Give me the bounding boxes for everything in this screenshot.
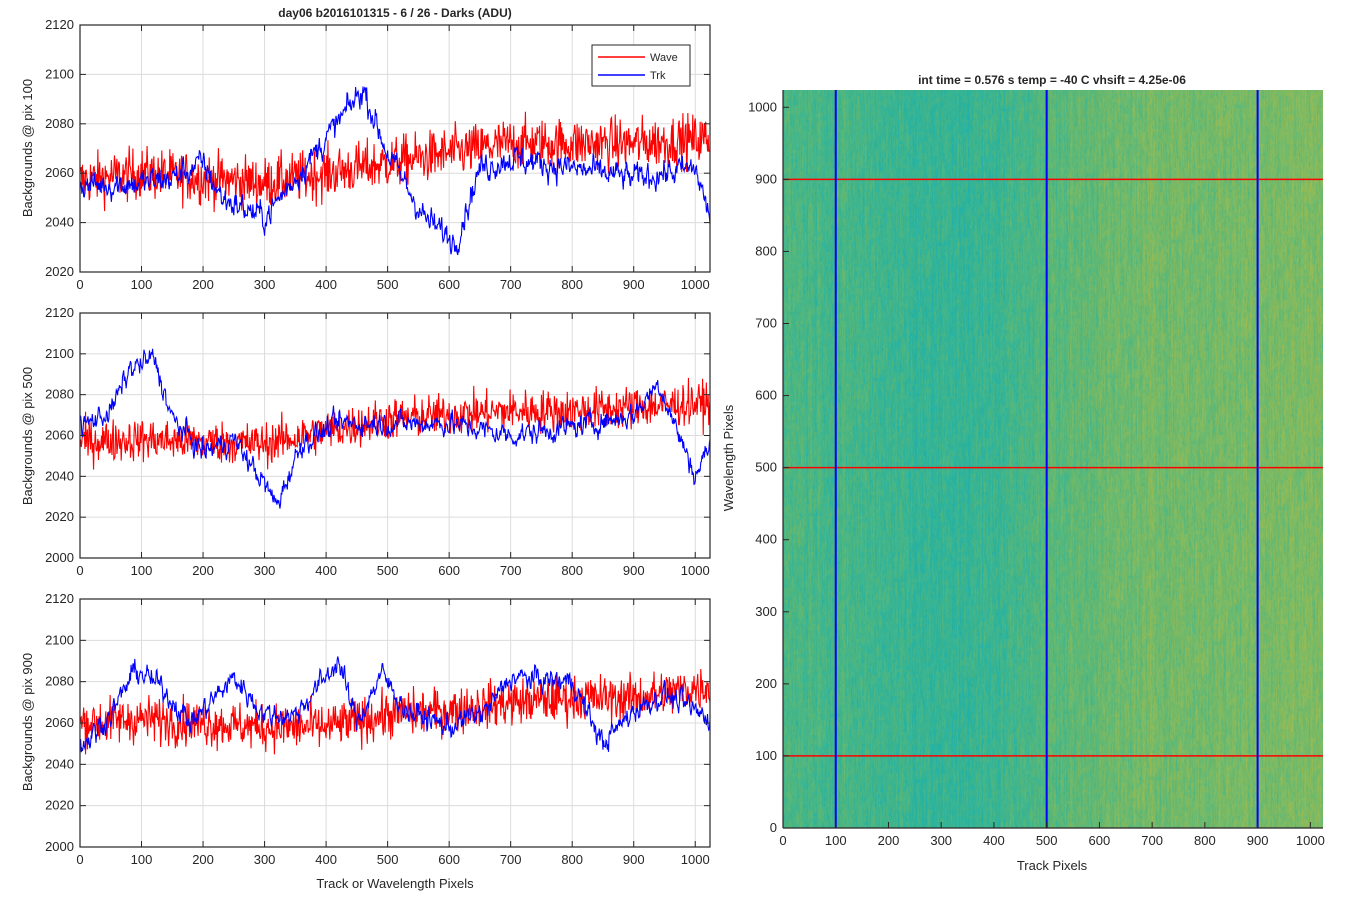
y-tick-label: 2040 xyxy=(45,756,74,771)
line-plot-pix-500: Backgrounds @ pix 500 0 100 200 300 400 500 60… xyxy=(20,305,711,578)
x-tick-label: 900 xyxy=(623,277,645,292)
x-tick-label: 800 xyxy=(561,277,583,292)
y-tick-label: 2060 xyxy=(45,715,74,730)
heatmap-image xyxy=(783,90,1323,828)
xlabel-plot-3: Track or Wavelength Pixels xyxy=(316,876,474,891)
legend-label-trk: Trk xyxy=(650,70,666,82)
heatmap-y-tick-label: 200 xyxy=(755,676,777,691)
ylabel-plot-2: Backgrounds @ pix 500 xyxy=(20,367,35,505)
heatmap-ylabel: Wavelength Pixels xyxy=(721,404,736,511)
heatmap-y-tick-label: 300 xyxy=(755,604,777,619)
heatmap-x-tick-label: 900 xyxy=(1247,833,1269,848)
legend-box xyxy=(591,44,691,87)
y-tick-label: 2040 xyxy=(45,215,74,230)
x-tick-label: 200 xyxy=(192,277,214,292)
x-tick-label: 0 xyxy=(76,277,83,292)
heatmap-y-tick-label: 600 xyxy=(755,388,777,403)
legend: Wave Trk xyxy=(591,44,691,87)
x-tick-label: 200 xyxy=(192,852,214,867)
heatmap-y-tick-label: 700 xyxy=(755,316,777,331)
y-tick-label: 2120 xyxy=(45,591,74,606)
x-tick-label: 300 xyxy=(254,852,276,867)
x-tick-label: 500 xyxy=(377,277,399,292)
x-tick-label: 100 xyxy=(131,852,153,867)
line-plot-pix-900: Backgrounds @ pix 900 Track or Wavelengt… xyxy=(20,591,711,891)
x-tick-label: 1000 xyxy=(681,563,710,578)
heatmap-x-tick-label: 100 xyxy=(825,833,847,848)
x-tick-label: 400 xyxy=(315,563,337,578)
x-tick-label: 0 xyxy=(76,563,83,578)
heatmap-x-tick-label: 600 xyxy=(1089,833,1111,848)
x-tick-label: 600 xyxy=(438,277,460,292)
series-line-wave xyxy=(79,377,711,470)
y-tick-label: 2100 xyxy=(45,66,74,81)
y-tick-label: 2100 xyxy=(45,346,74,361)
x-tick-label: 400 xyxy=(315,277,337,292)
y-tick-label: 2060 xyxy=(45,428,74,443)
heatmap-y-tick-label: 500 xyxy=(755,460,777,475)
x-tick-label: 600 xyxy=(438,563,460,578)
y-tick-label: 2000 xyxy=(45,839,74,854)
series-line-wave xyxy=(79,668,711,755)
x-tick-label: 300 xyxy=(254,277,276,292)
y-tick-label: 2080 xyxy=(45,116,74,131)
x-tick-label: 500 xyxy=(377,852,399,867)
x-tick-label: 800 xyxy=(561,852,583,867)
figure-title: day06 b2016101315 - 6 / 26 - Darks (ADU) xyxy=(278,6,511,20)
x-tick-label: 0 xyxy=(76,852,83,867)
y-tick-label: 2120 xyxy=(45,305,74,320)
x-tick-label: 900 xyxy=(623,852,645,867)
y-tick-label: 2120 xyxy=(45,17,74,32)
heatmap-x-tick-label: 400 xyxy=(983,833,1005,848)
x-tick-label: 100 xyxy=(131,277,153,292)
x-tick-label: 900 xyxy=(623,563,645,578)
legend-label-wave: Wave xyxy=(650,52,678,64)
heatmap-y-tick-label: 400 xyxy=(755,532,777,547)
y-tick-label: 2020 xyxy=(45,264,74,279)
x-tick-label: 700 xyxy=(500,563,522,578)
heatmap-y-tick-label: 100 xyxy=(755,748,777,763)
heatmap-image-wrapper xyxy=(783,90,1323,828)
series-line-trk xyxy=(79,348,711,509)
series-line-trk xyxy=(79,656,711,753)
y-tick-label: 2020 xyxy=(45,798,74,813)
x-tick-label: 800 xyxy=(561,563,583,578)
x-tick-label: 200 xyxy=(192,563,214,578)
heatmap-y-tick-label: 0 xyxy=(770,820,777,835)
heatmap-y-tick-label: 1000 xyxy=(748,99,777,114)
ylabel-plot-3: Backgrounds @ pix 900 xyxy=(20,653,35,791)
series-line-trk xyxy=(79,86,711,256)
y-tick-label: 2000 xyxy=(45,550,74,565)
x-tick-label: 700 xyxy=(500,852,522,867)
heatmap-x-tick-label: 300 xyxy=(930,833,952,848)
heatmap-title: int time = 0.576 s temp = -40 C vhsift =… xyxy=(918,73,1186,87)
y-tick-label: 2100 xyxy=(45,632,74,647)
heatmap-y-tick-label: 800 xyxy=(755,243,777,258)
x-tick-label: 600 xyxy=(438,852,460,867)
axes-frame xyxy=(79,24,711,273)
x-tick-label: 500 xyxy=(377,563,399,578)
heatmap-x-tick-label: 1000 xyxy=(1296,833,1325,848)
x-tick-label: 400 xyxy=(315,852,337,867)
heatmap-plot: int time = 0.576 s temp = -40 C vhsift =… xyxy=(721,73,1325,873)
y-tick-label: 2060 xyxy=(45,165,74,180)
heatmap-x-tick-label: 800 xyxy=(1194,833,1216,848)
heatmap-y-tick-label: 900 xyxy=(755,171,777,186)
heatmap-x-tick-label: 0 xyxy=(779,833,786,848)
x-tick-label: 1000 xyxy=(681,277,710,292)
heatmap-x-tick-label: 200 xyxy=(878,833,900,848)
x-tick-label: 1000 xyxy=(681,852,710,867)
y-tick-label: 2080 xyxy=(45,387,74,402)
heatmap-xlabel: Track Pixels xyxy=(1017,858,1088,873)
ylabel-plot-1: Backgrounds @ pix 100 xyxy=(20,79,35,217)
x-tick-label: 300 xyxy=(254,563,276,578)
y-tick-label: 2080 xyxy=(45,674,74,689)
y-tick-label: 2040 xyxy=(45,468,74,483)
x-tick-label: 700 xyxy=(500,277,522,292)
x-tick-label: 100 xyxy=(131,563,153,578)
y-tick-label: 2020 xyxy=(45,509,74,524)
heatmap-x-tick-label: 500 xyxy=(1036,833,1058,848)
heatmap-x-tick-label: 700 xyxy=(1141,833,1163,848)
